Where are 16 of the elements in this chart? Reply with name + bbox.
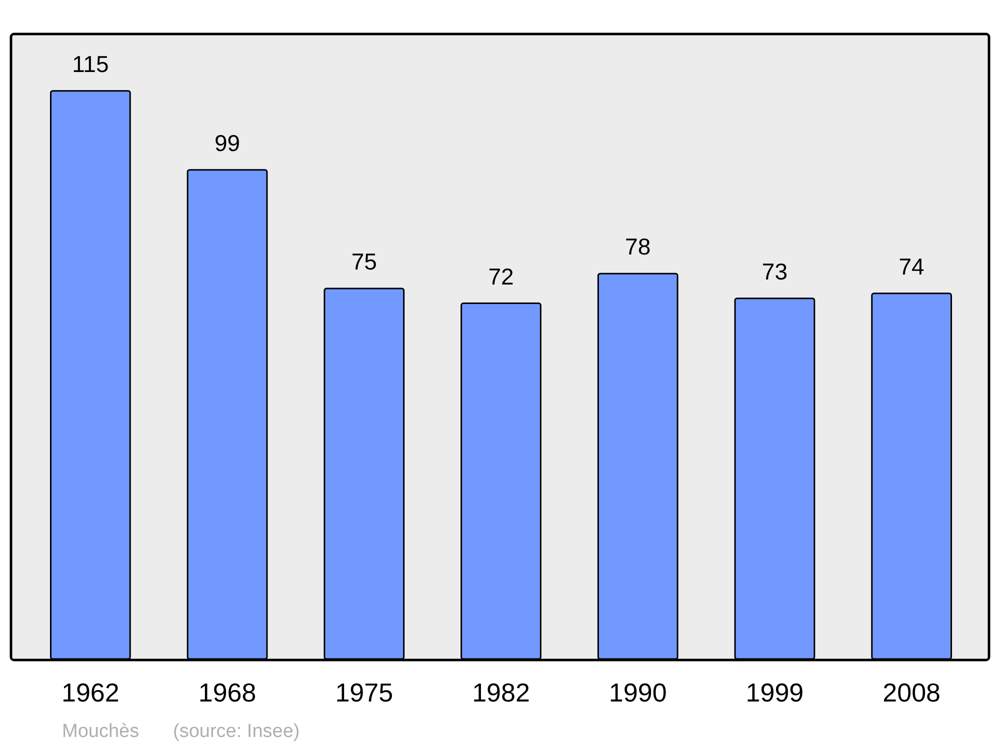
data-label: 99 — [214, 130, 240, 156]
data-label: 75 — [351, 248, 377, 274]
text: (source: Insee) — [173, 721, 300, 742]
text: Mouchès — [62, 721, 140, 742]
data-label: 72 — [488, 263, 514, 290]
x-tick-label: 1982 — [472, 677, 530, 708]
x-tick-label: 2008 — [882, 677, 940, 708]
data-label: 73 — [762, 258, 788, 284]
x-tick-label: 1999 — [746, 677, 804, 708]
x-tick-label: 1990 — [608, 677, 667, 708]
data-label: 115 — [72, 50, 109, 77]
data-label: 78 — [625, 234, 651, 260]
data-label: 74 — [898, 253, 925, 280]
x-tick-label: 1962 — [62, 677, 120, 708]
x-tick-label: 1975 — [335, 677, 394, 708]
x-tick-label: 1968 — [198, 677, 256, 708]
